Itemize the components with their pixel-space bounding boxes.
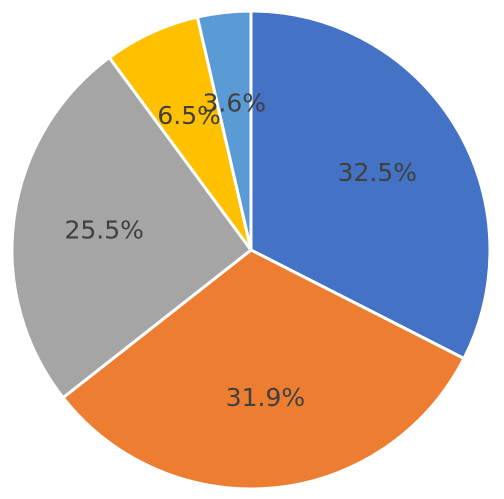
pie-data-label-4: 6.5% bbox=[157, 101, 221, 130]
pie-data-labels: 32.5% 31.9% 25.5% 6.5%3.6% bbox=[64, 88, 417, 412]
pie-slice-5 bbox=[195, 9, 253, 252]
pie-slice-3 bbox=[10, 56, 253, 400]
pie-slice-1 bbox=[249, 9, 492, 360]
pie-slices bbox=[10, 9, 492, 491]
pie-data-label-5: 3.6% bbox=[203, 88, 267, 117]
pie-data-label-2: 31.9% bbox=[226, 383, 305, 412]
pie-slice-2 bbox=[61, 248, 466, 491]
pie-data-label-3: 25.5% bbox=[64, 216, 143, 245]
pie-data-label-1: 32.5% bbox=[338, 158, 417, 187]
